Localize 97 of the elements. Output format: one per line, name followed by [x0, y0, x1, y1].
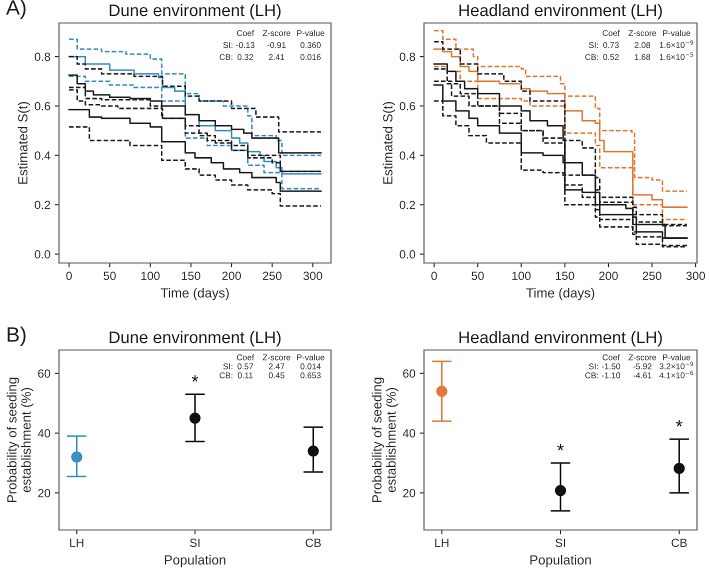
x-tick-label: 100 [141, 272, 160, 280]
x-tick-label: 250 [642, 272, 662, 280]
x-tick-label: LH [435, 538, 448, 547]
x-tick-label: 150 [556, 272, 574, 280]
annotation: Z-score [628, 30, 656, 36]
x-axis-title: Population [164, 554, 226, 568]
x-tick-label: 0 [66, 272, 72, 280]
text: B) [8, 326, 26, 346]
annotation: CB: [585, 54, 598, 60]
annotation: -0.91 [267, 42, 286, 48]
annotation: 0.73 [603, 42, 619, 48]
x-tick-label: 150 [182, 272, 200, 280]
annotation: 3.2×10$^{−9}$ [660, 362, 694, 370]
annotation: P-value [297, 354, 324, 360]
annotation: * [676, 420, 682, 426]
y-tick-label: 0.8 [34, 52, 50, 61]
y-tick-label: 20 [403, 488, 416, 498]
annotation: SI: [588, 42, 598, 48]
annotation: Z-score [262, 30, 290, 36]
y-tick-label: 0.6 [34, 102, 50, 110]
annotation: Coef [602, 354, 620, 360]
y-tick-label: 0.4 [34, 151, 50, 160]
chart-title: Headland environment (LH) [460, 4, 662, 20]
x-axis-title: Population [530, 554, 591, 568]
annotation: SI: [588, 363, 598, 370]
annotation: 0.45 [268, 372, 284, 378]
chart-title: Dune environment (LH) [110, 4, 281, 20]
annotation: SI: [223, 363, 232, 370]
text: A) [6, 0, 26, 19]
annotation: 1.6×10$^{−5}$ [660, 52, 694, 60]
chart-title: Headland environment (LH) [460, 330, 662, 347]
annotation: SI: [223, 42, 232, 48]
annotation: 1.68 [634, 54, 650, 60]
annotation: -0.13 [236, 42, 254, 48]
y-axis-title: Probability of seeding establishment (%) [372, 378, 398, 502]
annotation: -1.10 [602, 372, 620, 378]
annotation: 0.360 [300, 42, 321, 48]
annotation: 1.6×10$^{−9}$ [660, 40, 694, 48]
annotation: 0.653 [300, 372, 321, 378]
annotation: 0.32 [238, 54, 254, 60]
annotation: P-value [663, 30, 690, 36]
annotation: CB: [220, 372, 232, 378]
x-tick-label: LH [70, 538, 84, 547]
y-tick-label: 60 [38, 369, 50, 378]
annotation: 2.08 [634, 42, 650, 48]
y-tick-label: 0.4 [400, 151, 416, 160]
annotation: Z-score [262, 354, 290, 360]
y-tick-label: 0.2 [400, 200, 416, 210]
x-tick-label: 300 [303, 272, 322, 280]
annotation: 2.47 [268, 363, 284, 370]
y-tick-label: 0.8 [400, 52, 416, 61]
annotation: P-value [663, 354, 690, 360]
y-tick-label: 40 [402, 429, 416, 438]
chart-title: Dune environment (LH) [110, 330, 281, 347]
annotation: * [557, 444, 564, 450]
x-tick-label: SI [555, 538, 565, 548]
y-tick-label: 0.6 [400, 102, 416, 110]
y-tick-label: 20 [38, 488, 50, 498]
y-tick-label: 40 [38, 429, 50, 438]
annotation: 0.57 [238, 363, 254, 370]
x-tick-label: 200 [599, 272, 618, 280]
annotation: CB: [220, 54, 232, 60]
y-tick-label: 0.2 [34, 200, 50, 210]
annotation: 0.11 [238, 372, 253, 378]
annotation: Coef [236, 30, 254, 36]
annotation: CB: [585, 372, 598, 378]
x-tick-label: 50 [472, 272, 484, 280]
annotation: P-value [297, 30, 324, 36]
x-tick-label: CB [672, 538, 687, 548]
y-tick-label: 0.0 [400, 250, 416, 259]
x-tick-label: 0 [431, 272, 437, 280]
annotation: -5.92 [633, 363, 652, 370]
x-tick-label: SI [190, 538, 200, 548]
annotation: 2.41 [268, 54, 284, 60]
x-tick-label: 250 [262, 272, 282, 280]
annotation: * [192, 375, 198, 382]
y-axis-title: Estimated S(t) [382, 102, 396, 184]
annotation: 4.1×10$^{−6}$ [659, 370, 694, 378]
x-tick-label: 50 [104, 272, 116, 280]
y-tick-label: 0.0 [34, 250, 50, 259]
annotation: -4.61 [633, 372, 652, 378]
x-axis-title: Time (days) [526, 288, 594, 300]
y-axis-title: Probability of seeding establishment (%) [6, 378, 34, 502]
x-tick-label: 200 [222, 272, 241, 280]
y-axis-title: Estimated S(t) [18, 102, 30, 184]
annotation: -1.50 [602, 363, 620, 370]
annotation: Z-score [628, 354, 656, 360]
x-tick-label: 100 [512, 272, 531, 280]
y-tick-label: 60 [403, 369, 416, 378]
annotation: 0.016 [300, 54, 321, 60]
annotation: 0.52 [603, 54, 619, 60]
x-tick-label: CB [306, 538, 321, 548]
annotation: Coef [602, 30, 620, 36]
annotation: Coef [236, 354, 254, 360]
annotation: 0.014 [300, 363, 321, 370]
x-axis-title: Time (days) [160, 288, 229, 300]
x-tick-label: 300 [686, 272, 705, 280]
